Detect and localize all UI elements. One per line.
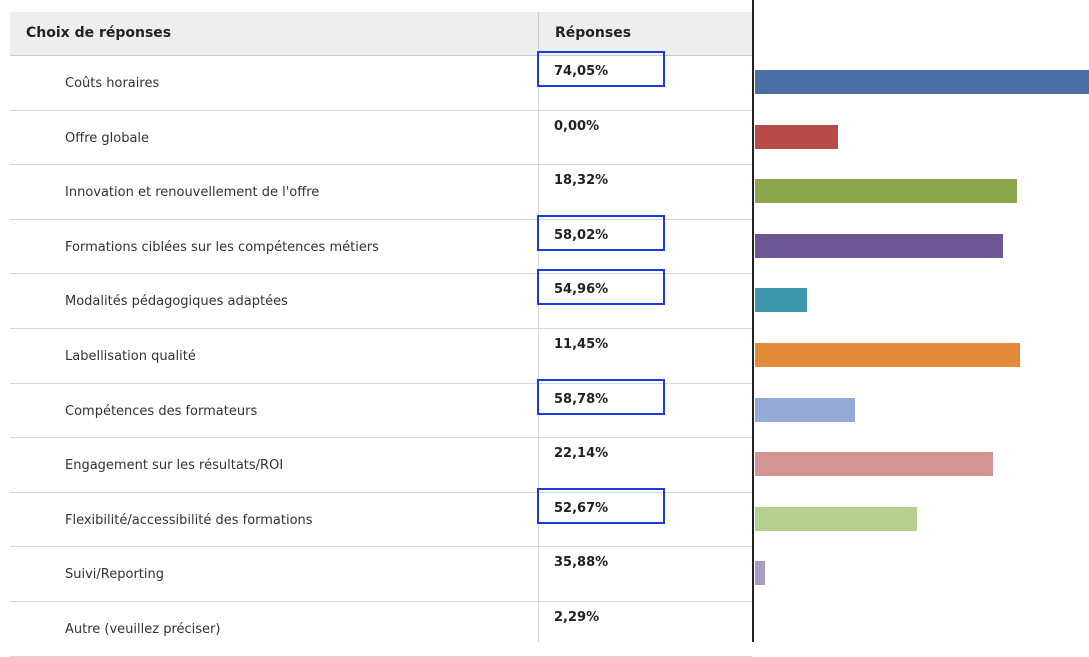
bar — [755, 70, 1089, 94]
response-value: 22,14% — [554, 446, 609, 462]
choice-label: Modalités pédagogiques adaptées — [65, 294, 288, 310]
bar — [755, 233, 1003, 258]
response-value: 52,67% — [554, 500, 609, 516]
response-value: 0,00% — [554, 118, 600, 134]
header-label: Réponses — [555, 25, 632, 41]
table-row — [10, 493, 752, 548]
bar — [755, 452, 993, 477]
choice-label: Flexibilité/accessibilité des formations — [65, 512, 313, 528]
choice-label: Engagement sur les résultats/ROI — [65, 458, 284, 474]
bar — [755, 506, 917, 531]
response-value: 74,05% — [554, 64, 609, 79]
choice-label: Coûts horaires — [65, 76, 160, 91]
response-value: 2,29% — [554, 610, 600, 625]
table-row — [10, 438, 752, 493]
choice-label: Labellisation qualité — [65, 349, 196, 364]
header-cell: Réponses — [538, 12, 753, 56]
choice-label: Autre (veuillez préciser) — [65, 622, 221, 637]
table-row — [10, 220, 752, 275]
bar — [755, 288, 807, 313]
table-row — [10, 329, 752, 384]
choice-label: Innovation et renouvellement de l'offre — [65, 185, 320, 201]
choice-label: Suivi/Reporting — [65, 567, 164, 583]
table-row — [10, 165, 752, 220]
table-row — [10, 111, 752, 166]
response-value: 11,45% — [554, 337, 609, 352]
response-value: 18,32% — [554, 173, 609, 189]
highlight-box — [537, 51, 665, 87]
bar — [755, 343, 1021, 367]
table-row — [10, 274, 752, 329]
page: Choix de réponses Réponses Coûts horaire… — [10, 0, 1089, 657]
bar — [755, 179, 1017, 204]
bar — [755, 397, 855, 422]
column-divider — [538, 55, 539, 642]
header-label: Choix de réponses — [26, 25, 172, 41]
response-value: 58,02% — [554, 227, 609, 243]
highlight-box — [537, 269, 665, 306]
highlight-box — [537, 487, 665, 524]
bar — [755, 124, 838, 149]
highlight-box — [537, 214, 665, 251]
highlight-box — [537, 378, 665, 415]
bar — [755, 561, 766, 586]
response-value: 58,78% — [554, 391, 609, 407]
choice-label: Offre globale — [65, 130, 150, 146]
header-cell: Choix de réponses — [10, 12, 538, 56]
choice-label: Formations ciblées sur les compétences m… — [65, 239, 379, 255]
table-row — [10, 547, 752, 602]
choice-label: Compétences des formateurs — [65, 403, 258, 419]
chart-axis — [752, 0, 754, 642]
table-row — [10, 384, 752, 439]
response-value: 35,88% — [554, 555, 609, 571]
response-value: 54,96% — [554, 282, 609, 298]
table-row — [10, 56, 752, 111]
